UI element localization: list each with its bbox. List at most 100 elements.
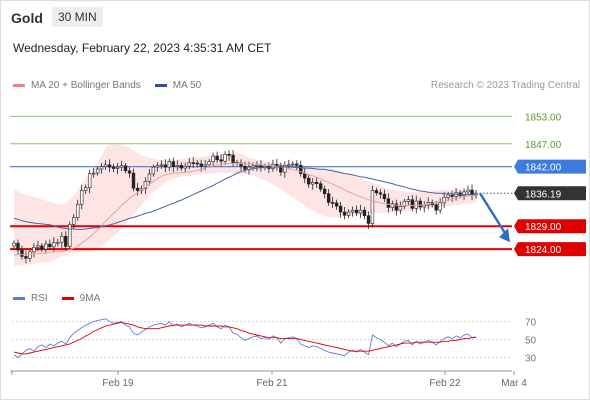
candle-body [175,165,179,167]
candle-body [99,166,104,170]
candle-body [167,161,172,168]
ma20-legend-label: MA 20 + Bollinger Bands [31,80,141,91]
level-label-1842.00: 1842.00 [514,159,586,174]
level-label-1842.00-text: 1842.00 [525,163,562,174]
candle-body [72,217,76,225]
candle-body [358,209,363,214]
ma50-legend-swatch [154,84,167,87]
rsi-legend: RSI 9MA [13,293,100,304]
rsi-tick-70: 70 [525,318,537,329]
candle-body [390,203,395,208]
candle-body [107,164,112,168]
ma9-legend-label: 9MA [79,293,101,304]
level-label-1824.00-text: 1824.00 [525,245,562,256]
candle-body [199,163,203,167]
candle-body [418,200,422,208]
candle-body [87,173,92,189]
candle-body [346,211,351,216]
candle-body [135,187,140,191]
forecast-arrow-head [499,228,510,243]
candle-body [95,168,100,174]
candle-body [91,172,96,175]
candle-body [191,162,195,164]
candle-body [438,202,442,211]
candle-body [195,162,199,165]
candle-body [382,193,387,200]
rsi-tick-50: 50 [525,336,537,347]
candle-body [183,165,187,169]
candle-body [60,235,64,243]
timeframe-badge[interactable]: 30 MIN [52,7,103,27]
candle-body [48,243,52,248]
candle-body [207,161,211,166]
candle-body [398,206,403,211]
candle-body [350,209,355,213]
candle-body [143,181,148,189]
candle-body [187,162,191,167]
current-price-label: 1836.19 [514,186,586,201]
candle-body [311,181,315,185]
candle-body [68,224,72,247]
candle-body [115,166,120,169]
rsi-legend-label: RSI [31,293,48,304]
candle-body [147,173,152,182]
candle-body [171,161,176,167]
symbol-title: Gold [11,10,43,26]
current-price-label-text: 1836.19 [525,189,562,200]
candle-body [24,256,28,259]
candle-body [330,202,335,204]
candle-body [283,165,287,173]
candle-body [402,201,407,207]
level-label-1847.00: 1847.00 [525,140,562,151]
candle-body [275,164,279,167]
candle-body [64,235,68,247]
candle-body [442,197,446,204]
candle-body [434,204,438,211]
candle-body [334,202,339,207]
level-label-1824.00: 1824.00 [514,242,586,256]
candle-body [314,181,319,184]
candle-body [291,163,295,166]
candle-body [32,246,36,253]
candle-body [322,188,327,194]
forecast-arrow-shaft [478,192,509,237]
x-tick-label: Feb 19 [102,378,134,389]
candle-body [16,242,20,251]
candle-body [366,215,371,224]
candle-body [279,165,283,173]
candle-body [338,205,343,213]
level-label-1829.00: 1829.00 [514,219,586,234]
candle-body [119,165,124,168]
candle-body [354,209,359,214]
candle-body [255,165,259,167]
candle-body [155,165,160,168]
candle-body [163,164,168,168]
candle-body [362,209,367,216]
candle-body [318,183,323,190]
candle-body [111,166,116,169]
candle-body [219,159,223,162]
x-tick-label: Mar 4 [501,378,527,389]
candle-body [159,164,164,167]
candle-body [20,249,24,257]
candle-body [211,155,215,162]
level-label-1842.00-bg [514,159,586,174]
candle-body [83,187,88,191]
candle-body [203,164,207,167]
candle-body [127,170,132,174]
candle-body [251,165,255,168]
candle-body [179,165,183,169]
candle-body [80,190,84,205]
level-label-1853.00: 1853.00 [525,112,562,123]
candle-body [131,172,136,189]
candle-body [103,164,108,167]
candle-body [231,154,235,163]
candle-body [271,164,275,169]
level-label-1829.00-bg [514,219,586,234]
candle-body [446,194,450,198]
candle-body [406,199,410,202]
rsi-series-9MA [13,321,476,355]
main-legend: MA 20 + Bollinger Bands MA 50 [13,80,201,91]
candle-body [215,155,219,161]
